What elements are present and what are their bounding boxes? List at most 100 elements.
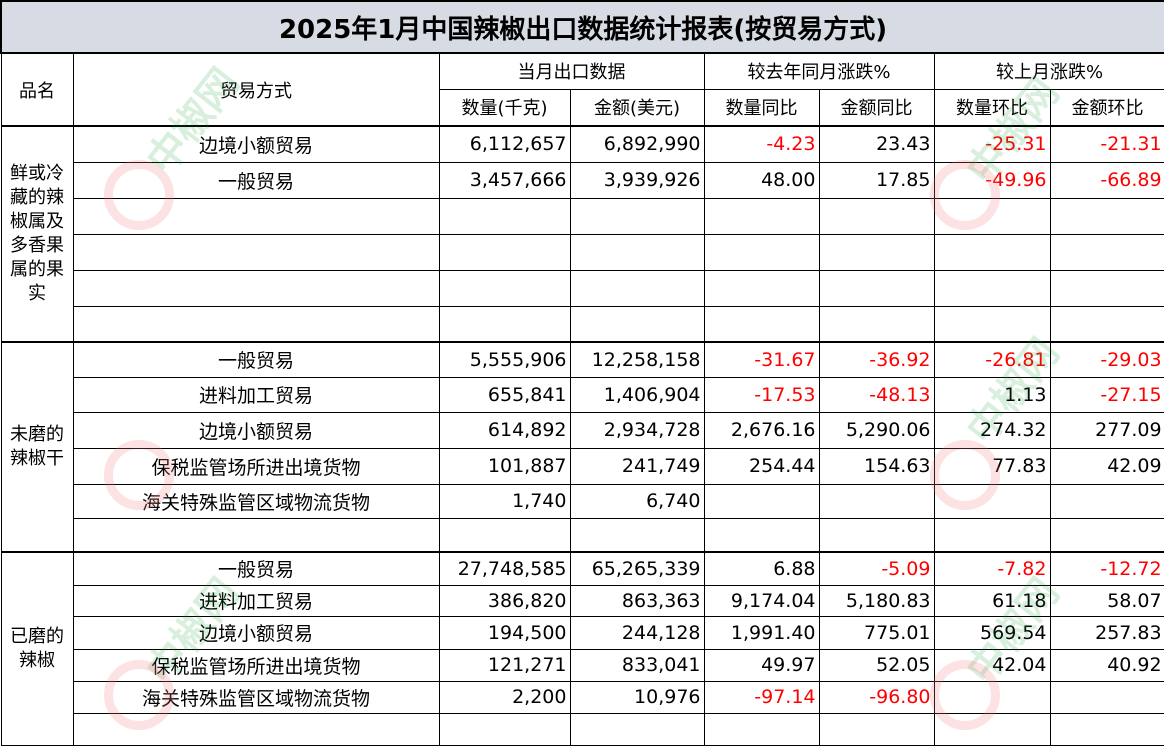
amt-mom-cell: 257.83: [1049, 615, 1164, 650]
qty-mom-cell: [933, 233, 1051, 271]
trade-mode-cell: 边境小额贸易: [72, 411, 440, 449]
amt-mom-cell: -21.31: [1049, 125, 1164, 163]
amount-cell: 244,128: [569, 615, 705, 650]
amt-mom-cell: [1049, 483, 1164, 519]
header-qty-mom: 数量环比: [933, 88, 1051, 127]
table-row: 边境小额贸易 614,892 2,934,728 2,676.16 5,290.06 27…: [1, 411, 1164, 449]
qty-mom-cell: 61.18: [933, 584, 1051, 617]
amount-cell: 863,363: [569, 584, 705, 617]
amount-cell: 6,892,990: [569, 125, 705, 163]
qty-yoy-cell: [703, 269, 820, 307]
table-row: 已磨的辣椒 一般贸易 27,748,585 65,265,339 6.88 -5.09 -7…: [0, 551, 1164, 746]
trade-mode-cell: [72, 197, 440, 235]
amt-yoy-cell: 17.85: [818, 161, 935, 199]
qty-yoy-cell: [703, 483, 820, 519]
qty-yoy-cell: 6.88: [703, 551, 820, 586]
amt-yoy-cell: [818, 305, 935, 343]
table-row: 海关特殊监管区域物流货物 2,200 10,976 -97.14 -96.80: [1, 680, 1164, 714]
trade-mode-cell: 保税监管场所进出境货物: [72, 648, 440, 682]
qty-mom-cell: [933, 269, 1051, 307]
table-row: 保税监管场所进出境货物 121,271 833,041 49.97 52.05 42.04…: [1, 648, 1164, 682]
header-row-2: 数量(千克) 金额(美元) 数量同比 金额同比 数量环比 金额环比: [1, 88, 1164, 127]
trade-mode-cell: 进料加工贸易: [72, 584, 440, 617]
qty-mom-cell: -7.82: [933, 551, 1051, 586]
amount-cell: [569, 712, 705, 746]
amount-cell: 65,265,339: [569, 551, 705, 586]
amount-cell: 10,976: [569, 680, 705, 714]
amt-yoy-cell: 23.43: [818, 125, 935, 163]
amount-cell: 12,258,158: [569, 341, 705, 378]
qty-cell: [438, 233, 571, 271]
table-row: [1, 305, 1164, 343]
amt-yoy-cell: -5.09: [818, 551, 935, 586]
amt-yoy-cell: -96.80: [818, 680, 935, 714]
amt-yoy-cell: [818, 517, 935, 553]
header-qty-yoy: 数量同比: [703, 88, 820, 127]
product-name: 鲜或冷藏的辣椒属及多香果属的果实: [0, 125, 74, 343]
table-row: [1, 712, 1164, 746]
amt-yoy-cell: [818, 483, 935, 519]
amount-cell: [569, 269, 705, 307]
qty-mom-cell: 77.83: [933, 447, 1051, 485]
header-amt-mom: 金额环比: [1049, 88, 1164, 127]
table-row: 鲜或冷藏的辣椒属及多香果属的果实 边境小额贸易 6,112,657 6,892,990…: [0, 125, 1164, 343]
amt-yoy-cell: [818, 712, 935, 746]
qty-mom-cell: -49.96: [933, 161, 1051, 199]
trade-mode-cell: 边境小额贸易: [72, 615, 440, 650]
trade-mode-cell: [72, 305, 440, 343]
header-amount: 金额(美元): [569, 88, 705, 127]
amt-yoy-cell: [818, 233, 935, 271]
amt-mom-cell: -27.15: [1049, 376, 1164, 413]
header-mom: 较上月涨跌%: [933, 52, 1164, 90]
qty-cell: [438, 305, 571, 343]
qty-cell: [438, 712, 571, 746]
title-row: 2025年1月中国辣椒出口数据统计报表(按贸易方式): [0, 0, 1164, 54]
table-row: 未磨的辣椒干 一般贸易 5,555,906 12,258,158 -31.67 -36.9…: [0, 341, 1164, 553]
qty-yoy-cell: [703, 233, 820, 271]
qty-yoy-cell: 2,676.16: [703, 411, 820, 449]
amt-yoy-cell: -48.13: [818, 376, 935, 413]
qty-yoy-cell: 48.00: [703, 161, 820, 199]
amt-yoy-cell: 5,180.83: [818, 584, 935, 617]
amount-cell: 2,934,728: [569, 411, 705, 449]
table-row: [1, 269, 1164, 307]
qty-cell: 101,887: [438, 447, 571, 485]
trade-mode-cell: [72, 233, 440, 271]
trade-mode-cell: 一般贸易: [72, 341, 440, 378]
qty-mom-cell: [933, 680, 1051, 714]
trade-mode-cell: [72, 517, 440, 553]
qty-cell: 6,112,657: [438, 125, 571, 163]
qty-mom-cell: [933, 305, 1051, 343]
amt-mom-cell: 42.09: [1049, 447, 1164, 485]
amt-yoy-cell: 775.01: [818, 615, 935, 650]
header-product: 品名: [0, 52, 74, 127]
qty-mom-cell: [933, 712, 1051, 746]
trade-mode-cell: 保税监管场所进出境货物: [72, 447, 440, 485]
qty-cell: [438, 517, 571, 553]
amount-cell: 3,939,926: [569, 161, 705, 199]
qty-cell: 3,457,666: [438, 161, 571, 199]
amt-mom-cell: [1049, 233, 1164, 271]
table-row: 一般贸易 3,457,666 3,939,926 48.00 17.85 -49.96 -6…: [1, 161, 1164, 199]
amt-mom-cell: -29.03: [1049, 341, 1164, 378]
qty-cell: 655,841: [438, 376, 571, 413]
qty-mom-cell: -26.81: [933, 341, 1051, 378]
qty-cell: 2,200: [438, 680, 571, 714]
amt-yoy-cell: [818, 197, 935, 235]
amount-cell: 241,749: [569, 447, 705, 485]
table-row: 进料加工贸易 655,841 1,406,904 -17.53 -48.13 1.13 -2…: [1, 376, 1164, 413]
amount-cell: [569, 517, 705, 553]
qty-yoy-cell: [703, 197, 820, 235]
qty-yoy-cell: -17.53: [703, 376, 820, 413]
amt-mom-cell: 58.07: [1049, 584, 1164, 617]
qty-yoy-cell: [703, 712, 820, 746]
qty-mom-cell: 1.13: [933, 376, 1051, 413]
trade-mode-cell: 海关特殊监管区域物流货物: [72, 483, 440, 519]
qty-cell: [438, 269, 571, 307]
amount-cell: [569, 233, 705, 271]
table-row: 保税监管场所进出境货物 101,887 241,749 254.44 154.63 77.…: [1, 447, 1164, 485]
report-title: 2025年1月中国辣椒出口数据统计报表(按贸易方式): [0, 0, 1164, 54]
qty-cell: 194,500: [438, 615, 571, 650]
header-trade-mode: 贸易方式: [72, 52, 440, 127]
